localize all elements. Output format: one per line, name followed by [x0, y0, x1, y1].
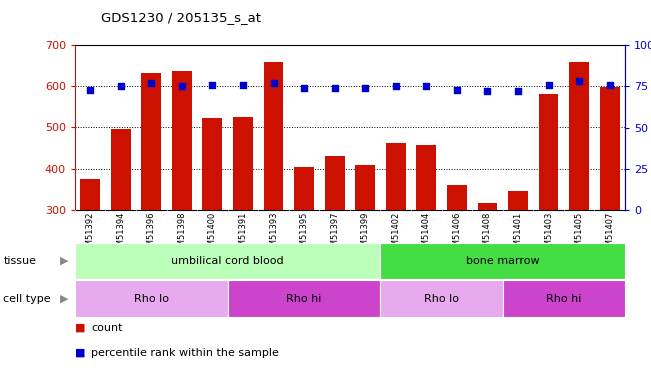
Bar	[386, 143, 406, 210]
Text: GSM51395: GSM51395	[299, 211, 309, 257]
Text: ■: ■	[75, 323, 85, 333]
Text: GSM51407: GSM51407	[605, 211, 614, 257]
Text: GSM51406: GSM51406	[452, 211, 462, 257]
Point	[207, 82, 217, 88]
Point	[360, 85, 370, 91]
Point	[605, 82, 615, 88]
Point	[85, 87, 95, 93]
Text: GSM51400: GSM51400	[208, 211, 217, 257]
Text: tissue: tissue	[3, 256, 36, 266]
Point	[544, 82, 554, 88]
Text: cell type: cell type	[3, 294, 51, 303]
Bar	[325, 156, 344, 210]
Bar	[447, 185, 467, 210]
Point	[513, 88, 523, 94]
Bar	[75, 280, 228, 317]
Text: GSM51401: GSM51401	[514, 211, 523, 257]
Point	[268, 80, 279, 86]
Bar	[294, 166, 314, 210]
Text: percentile rank within the sample: percentile rank within the sample	[91, 348, 279, 357]
Text: GSM51392: GSM51392	[86, 211, 94, 257]
Text: bone marrow: bone marrow	[466, 256, 540, 266]
Bar	[75, 243, 380, 279]
Bar	[228, 280, 380, 317]
Bar	[264, 62, 283, 210]
Point	[329, 85, 340, 91]
Bar	[202, 118, 223, 210]
Text: GSM51404: GSM51404	[422, 211, 431, 257]
Point	[176, 83, 187, 89]
Text: Rho hi: Rho hi	[546, 294, 581, 303]
Text: Rho lo: Rho lo	[424, 294, 459, 303]
Bar	[355, 165, 375, 210]
Point	[146, 80, 156, 86]
Point	[238, 82, 248, 88]
Text: GSM51391: GSM51391	[238, 211, 247, 257]
Text: GDS1230 / 205135_s_at: GDS1230 / 205135_s_at	[101, 11, 261, 24]
Bar	[141, 73, 161, 210]
Bar	[503, 280, 625, 317]
Text: GSM51396: GSM51396	[146, 211, 156, 257]
Bar	[380, 243, 625, 279]
Bar	[380, 280, 503, 317]
Bar	[80, 179, 100, 210]
Text: GSM51403: GSM51403	[544, 211, 553, 257]
Text: GSM51393: GSM51393	[269, 211, 278, 257]
Point	[391, 83, 401, 89]
Bar	[569, 62, 589, 210]
Point	[299, 85, 309, 91]
Point	[574, 78, 585, 84]
Text: ■: ■	[75, 348, 85, 357]
Text: umbilical cord blood: umbilical cord blood	[171, 256, 284, 266]
Text: ▶: ▶	[60, 294, 68, 303]
Bar	[417, 145, 436, 210]
Point	[115, 83, 126, 89]
Bar	[111, 129, 131, 210]
Point	[421, 83, 432, 89]
Text: GSM51399: GSM51399	[361, 211, 370, 257]
Bar	[600, 87, 620, 210]
Text: count: count	[91, 323, 122, 333]
Bar	[233, 117, 253, 210]
Text: GSM51397: GSM51397	[330, 211, 339, 257]
Text: GSM51402: GSM51402	[391, 211, 400, 257]
Text: GSM51405: GSM51405	[575, 211, 583, 257]
Text: GSM51394: GSM51394	[117, 211, 125, 257]
Text: GSM51398: GSM51398	[177, 211, 186, 257]
Text: Rho lo: Rho lo	[133, 294, 169, 303]
Point	[482, 88, 493, 94]
Bar	[538, 94, 559, 210]
Bar	[477, 202, 497, 210]
Bar	[172, 71, 192, 210]
Text: Rho hi: Rho hi	[286, 294, 322, 303]
Bar	[508, 190, 528, 210]
Point	[452, 87, 462, 93]
Text: GSM51408: GSM51408	[483, 211, 492, 257]
Text: ▶: ▶	[60, 256, 68, 266]
